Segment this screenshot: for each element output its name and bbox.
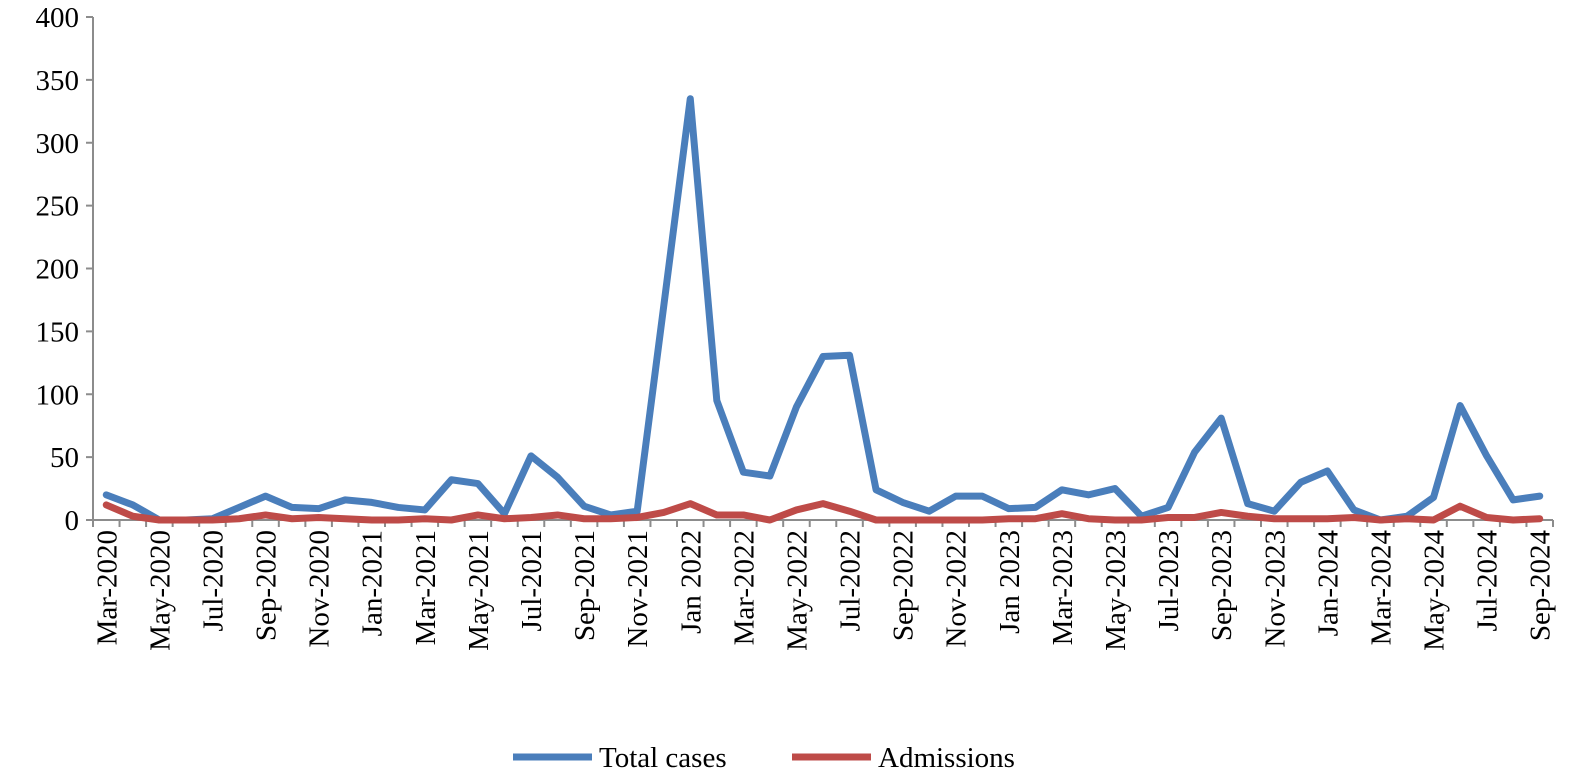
y-tick-label: 0 bbox=[65, 505, 80, 537]
series-line-total-cases bbox=[106, 99, 1539, 520]
plot-area bbox=[106, 99, 1540, 520]
x-tick-label: Jan 2022 bbox=[675, 530, 707, 634]
y-tick-label: 300 bbox=[36, 128, 80, 160]
x-tick-label: Sep-2024 bbox=[1525, 530, 1557, 642]
x-tick-label: Jul-2021 bbox=[516, 530, 548, 632]
y-tick-label: 100 bbox=[36, 379, 80, 411]
x-tick-label: Mar-2022 bbox=[728, 530, 760, 645]
x-tick-label: Mar-2024 bbox=[1365, 530, 1397, 646]
x-tick-label: Jul-2023 bbox=[1153, 530, 1185, 632]
x-tick-label: Mar-2020 bbox=[91, 530, 123, 645]
x-tick-label: May-2024 bbox=[1419, 530, 1451, 651]
y-tick-label: 200 bbox=[36, 254, 80, 286]
x-tick-label: Jan-2021 bbox=[357, 530, 389, 636]
y-tick-label: 250 bbox=[36, 191, 80, 223]
legend-label: Admissions bbox=[878, 742, 1015, 774]
x-tick-label: Nov-2022 bbox=[941, 530, 973, 648]
x-tick-label: Sep-2021 bbox=[569, 530, 601, 641]
x-tick-label: Jul-2022 bbox=[835, 530, 867, 632]
x-tick-label: May-2021 bbox=[463, 530, 495, 651]
x-tick-label: Nov-2021 bbox=[622, 530, 654, 648]
x-tick-label: Sep-2020 bbox=[251, 530, 283, 641]
x-tick-label: Nov-2023 bbox=[1259, 530, 1291, 648]
x-tick-label: Sep-2022 bbox=[888, 530, 920, 641]
y-tick-label: 150 bbox=[36, 316, 80, 348]
x-tick-label: Jan-2024 bbox=[1312, 530, 1344, 637]
y-tick-label: 50 bbox=[50, 442, 79, 474]
x-tick-label: Mar-2023 bbox=[1047, 530, 1079, 645]
y-tick-label: 400 bbox=[36, 2, 80, 34]
y-tick-label: 350 bbox=[36, 65, 80, 97]
x-tick-label: Sep-2023 bbox=[1206, 530, 1238, 641]
legend: Total cases Admissions bbox=[513, 742, 1015, 774]
x-tick-label: Nov-2020 bbox=[304, 530, 336, 648]
legend-label: Total cases bbox=[599, 742, 727, 774]
x-axis: Mar-2020 May-2020 Jul-2020 Sep-2020 Nov-2020… bbox=[91, 520, 1556, 651]
x-tick-label: Mar-2021 bbox=[410, 530, 442, 645]
x-tick-label: Jan 2023 bbox=[994, 530, 1026, 634]
x-tick-label: Jul-2020 bbox=[197, 530, 229, 632]
x-tick-label: Jul-2024 bbox=[1472, 530, 1504, 632]
x-tick-label: May-2020 bbox=[144, 530, 176, 651]
y-axis: 0 50 100 150 200 250 300 350 400 bbox=[36, 2, 94, 537]
x-tick-label: May-2022 bbox=[781, 530, 813, 651]
x-tick-label: May-2023 bbox=[1100, 530, 1132, 651]
